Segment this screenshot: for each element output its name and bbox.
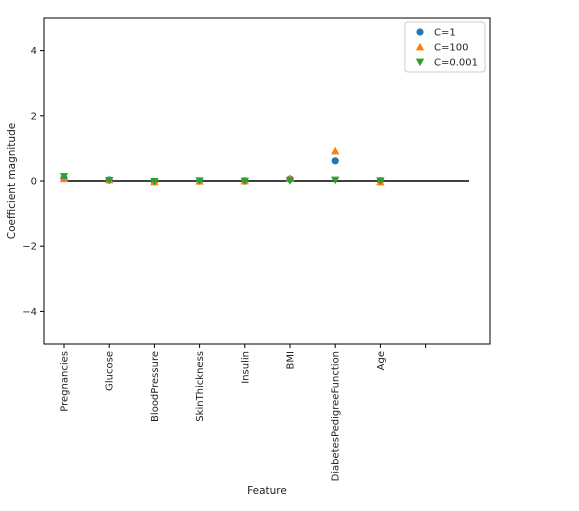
- legend-marker-1: [415, 42, 425, 51]
- series-2-point: [195, 177, 204, 185]
- x-tick-label: BMI: [286, 351, 297, 369]
- series-2-point: [105, 176, 114, 185]
- legend-marker-2: [415, 58, 425, 67]
- x-tick-label: Age: [376, 351, 387, 370]
- series-2-point: [150, 177, 159, 186]
- series-2-point: [285, 177, 295, 185]
- series-layer: [59, 146, 469, 186]
- x-tick-label: BloodPressure: [150, 351, 161, 422]
- x-tick-label: Glucose: [105, 351, 116, 391]
- legend: C=1 C=100 C=0.001: [404, 21, 486, 73]
- x-tick-label: Insulin: [240, 351, 251, 384]
- legend-box: [404, 21, 486, 73]
- series-2-point: [376, 177, 385, 185]
- y-tick-label: 0: [31, 177, 37, 188]
- y-axis: 4 2 0 −2 −4: [22, 46, 44, 318]
- y-tick-label: −4: [22, 307, 37, 318]
- legend-label: C=0.001: [434, 58, 478, 69]
- legend-marker-0: [416, 28, 424, 36]
- series-0-point: [331, 157, 339, 165]
- legend-label: C=1: [434, 28, 456, 39]
- legend-label: C=100: [434, 43, 468, 54]
- series-1-point: [331, 146, 340, 155]
- x-axis-label: Feature: [247, 485, 287, 497]
- x-tick-label: DiabetesPedigreeFunction: [331, 351, 342, 481]
- y-tick-label: −2: [22, 242, 37, 253]
- series-2-point: [240, 177, 249, 186]
- y-tick-label: 4: [31, 46, 37, 57]
- series-2-point: [331, 176, 340, 185]
- y-axis-label: Coefficient magnitude: [6, 123, 18, 239]
- y-tick-label: 2: [31, 111, 37, 122]
- x-tick-label: SkinThickness: [195, 351, 206, 422]
- x-axis: Pregnancies Glucose BloodPressure SkinThick…: [60, 344, 427, 481]
- series-2-point: [59, 173, 69, 181]
- x-tick-label: Pregnancies: [60, 351, 71, 412]
